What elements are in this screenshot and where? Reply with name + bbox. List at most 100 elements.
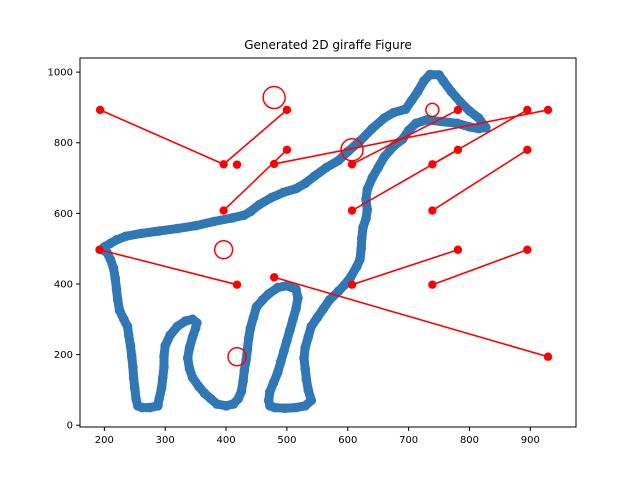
x-axis-ticks: 200 300 400 500 600 700 800 900 xyxy=(95,427,540,446)
outline-point xyxy=(362,184,373,195)
outline-point xyxy=(272,367,283,378)
line-segment xyxy=(351,109,459,165)
outline-point xyxy=(182,353,193,363)
marker-point xyxy=(523,145,532,155)
outline-point xyxy=(159,351,169,362)
outline-point xyxy=(473,113,484,123)
line-segments xyxy=(99,109,549,358)
outline-point xyxy=(356,233,367,243)
outline-point xyxy=(105,254,116,265)
outline-point xyxy=(257,295,268,305)
outline-point xyxy=(300,401,310,411)
line-segment xyxy=(273,109,549,165)
outline-point xyxy=(221,401,231,411)
chart-title: Generated 2D giraffe Figure xyxy=(244,38,412,52)
line-segment xyxy=(223,109,288,165)
outline-point xyxy=(129,383,140,393)
outline-point xyxy=(154,393,164,404)
outline-point xyxy=(122,321,133,332)
outline-point xyxy=(248,312,259,323)
open-circle xyxy=(227,346,247,367)
outline-point xyxy=(184,363,195,374)
outline-point xyxy=(379,113,390,123)
marker-point xyxy=(269,273,279,282)
outline-point xyxy=(128,362,138,372)
marker-point xyxy=(543,352,553,361)
outline-point xyxy=(160,340,171,351)
outline-point xyxy=(228,399,239,409)
outline-point xyxy=(157,372,168,383)
x-tick-label: 900 xyxy=(521,435,540,446)
outline-point xyxy=(123,330,134,340)
outline-point xyxy=(333,155,344,166)
outline-point xyxy=(184,342,195,353)
outline-point xyxy=(187,314,198,325)
outline-point xyxy=(379,152,390,162)
outline-point xyxy=(422,114,432,125)
outline-point xyxy=(300,363,310,374)
outline-point xyxy=(400,104,411,115)
marker-point xyxy=(523,245,532,254)
outline-point xyxy=(110,273,121,284)
outline-point xyxy=(339,279,350,290)
outline-point xyxy=(419,76,429,86)
marker-point xyxy=(269,159,279,169)
marker-point xyxy=(282,105,292,115)
outline-point xyxy=(300,178,310,189)
outline-point xyxy=(112,295,123,305)
outline-point xyxy=(114,305,125,316)
outline-point xyxy=(403,125,414,136)
outline-point xyxy=(120,231,131,242)
outline-point xyxy=(291,303,301,314)
outline-point xyxy=(367,173,377,183)
outline-point xyxy=(279,346,289,356)
y-tick-label: 800 xyxy=(54,138,73,149)
outline-point xyxy=(159,362,169,372)
line-segment xyxy=(273,276,549,358)
outline-point xyxy=(352,261,362,272)
marker-point xyxy=(282,145,292,155)
y-tick-label: 600 xyxy=(54,209,73,220)
outline-point xyxy=(452,118,463,129)
outline-point xyxy=(245,323,256,333)
outline-point xyxy=(111,235,122,245)
outline-point xyxy=(481,122,491,133)
line-segment xyxy=(431,149,528,212)
outline-point xyxy=(180,316,191,326)
outline-point xyxy=(358,222,368,233)
outline-point xyxy=(309,171,320,182)
outline-point xyxy=(321,162,332,173)
y-axis-ticks: 0 200 400 600 800 1000 xyxy=(48,68,80,432)
outline-point xyxy=(412,86,423,97)
open-circles xyxy=(213,85,440,367)
outline-point xyxy=(438,76,449,86)
outline-point xyxy=(165,330,175,340)
outline-point xyxy=(318,303,329,314)
outline-point xyxy=(455,97,466,107)
outline-point xyxy=(282,335,292,346)
outline-point xyxy=(280,403,290,414)
outline-point xyxy=(172,321,183,332)
outline-point xyxy=(199,388,210,399)
outline-point xyxy=(154,226,164,236)
marker-point xyxy=(428,280,437,289)
outline-point xyxy=(245,206,256,217)
outline-point xyxy=(263,395,274,406)
line-segment xyxy=(432,248,528,286)
outline-point xyxy=(108,263,119,273)
outline-point xyxy=(187,372,198,383)
marker-point xyxy=(523,105,532,115)
x-tick-label: 300 xyxy=(156,435,175,446)
outline-point xyxy=(356,243,366,254)
outline-point xyxy=(464,106,475,116)
outline-point xyxy=(446,86,457,97)
outline-point xyxy=(111,284,122,295)
outline-point xyxy=(299,353,309,363)
outline-point xyxy=(301,374,312,385)
outline-point xyxy=(187,332,198,342)
y-tick-label: 1000 xyxy=(48,68,73,79)
outline-point xyxy=(263,289,274,299)
outline-point xyxy=(362,205,373,215)
outline-point xyxy=(367,123,377,134)
